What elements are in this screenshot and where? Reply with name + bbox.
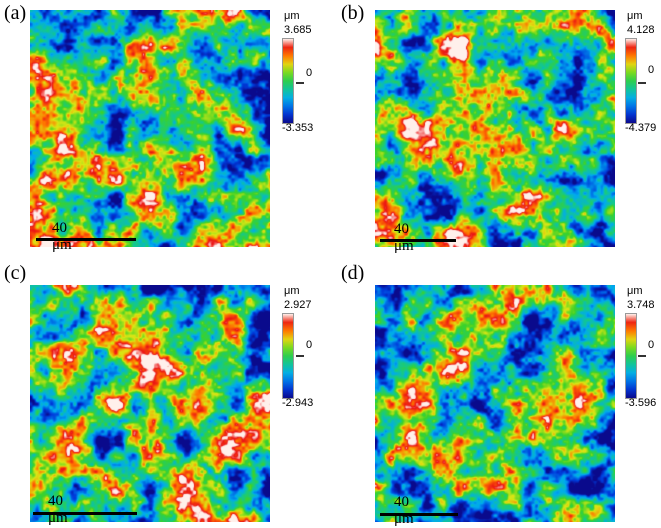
colorbar-max: 4.128: [627, 24, 655, 36]
height-map-canvas: [30, 10, 270, 247]
colorbar: [282, 313, 294, 399]
colorbar-unit: μm: [284, 285, 300, 297]
panel-label: (d): [341, 262, 365, 284]
colorbar: [282, 38, 294, 124]
colorbar-zero: 0: [648, 64, 655, 76]
colorbar-unit: μm: [627, 285, 643, 297]
height-map: [30, 285, 270, 522]
scale-bar-label: 40 μm: [394, 494, 414, 527]
colorbar-zero: 0: [306, 67, 313, 79]
colorbar: [625, 313, 637, 399]
height-map-canvas: [30, 285, 270, 522]
height-map: [30, 10, 270, 247]
scale-bar: [36, 238, 136, 241]
panel-label: (a): [4, 2, 27, 24]
colorbar-min: -4.379: [625, 122, 657, 134]
colorbar-zero-tick: [638, 355, 646, 357]
height-map: [375, 285, 615, 522]
colorbar-max: 3.748: [627, 299, 655, 311]
scale-bar: [380, 239, 456, 242]
panel-label: (b): [341, 2, 365, 24]
colorbar: [625, 38, 637, 124]
colorbar-zero-tick: [638, 82, 646, 84]
height-map-canvas: [375, 10, 615, 247]
height-map: [375, 10, 615, 247]
scale-bar-label: 40 μm: [394, 221, 414, 254]
colorbar-min: -2.943: [282, 397, 314, 409]
colorbar-max: 2.927: [284, 299, 312, 311]
panel-label: (c): [4, 262, 27, 284]
colorbar-zero: 0: [306, 339, 313, 351]
colorbar-unit: μm: [627, 10, 643, 22]
scale-bar: [33, 512, 137, 515]
colorbar-max: 3.685: [284, 24, 312, 36]
colorbar-zero: 0: [648, 339, 655, 351]
colorbar-zero-tick: [296, 355, 304, 357]
scale-bar-label: 40 μm: [48, 493, 68, 526]
colorbar-min: -3.596: [625, 397, 657, 409]
colorbar-zero-tick: [296, 82, 304, 84]
colorbar-unit: μm: [284, 10, 300, 22]
height-map-canvas: [375, 285, 615, 522]
scale-bar-label: 40 μm: [52, 220, 72, 253]
colorbar-min: -3.353: [282, 122, 314, 134]
scale-bar: [380, 513, 458, 516]
